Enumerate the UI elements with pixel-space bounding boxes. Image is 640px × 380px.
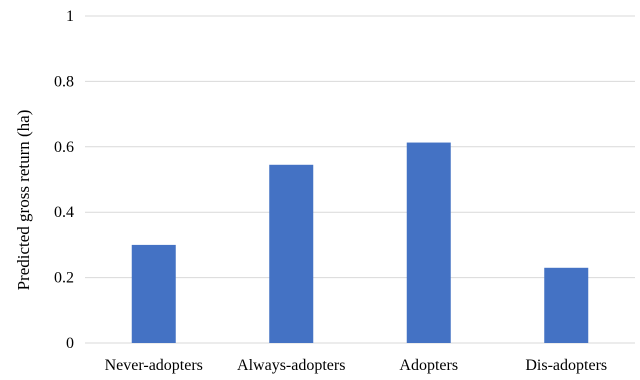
x-tick-label: Dis-adopters (525, 357, 607, 374)
x-axis-ticks: Never-adopters Always-adopters Adopters Dis… (105, 357, 608, 374)
y-axis-ticks: 0 0.2 0.4 0.6 0.8 1 (54, 8, 74, 352)
bar-never-adopters (131, 244, 176, 343)
x-tick-label: Never-adopters (105, 357, 203, 374)
y-tick-label: 1 (66, 8, 74, 25)
bar-adopters (406, 142, 451, 343)
bar-always-adopters (269, 164, 314, 343)
y-tick-label: 0.4 (54, 204, 74, 221)
x-tick-label: Always-adopters (237, 357, 345, 374)
gridlines (85, 15, 635, 344)
y-tick-label: 0 (66, 335, 74, 352)
y-tick-label: 0.6 (54, 139, 74, 156)
y-tick-label: 0.8 (54, 73, 74, 90)
y-tick-label: 0.2 (54, 270, 74, 287)
y-axis-title: Predicted gross return (ha) (14, 110, 33, 291)
bar-dis-adopters (544, 267, 589, 343)
x-tick-label: Adopters (399, 357, 458, 374)
bars (131, 142, 589, 343)
